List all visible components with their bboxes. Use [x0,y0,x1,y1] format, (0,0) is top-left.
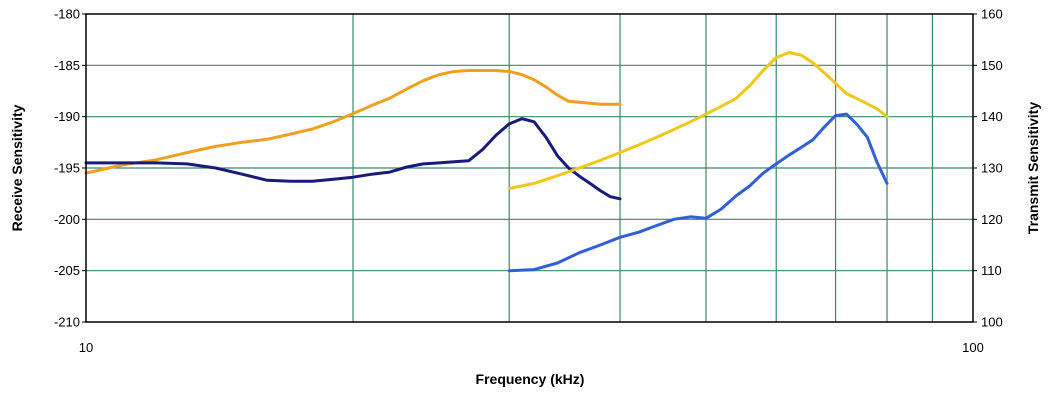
y-left-tick-label: -195 [54,161,80,176]
x-axis-title: Frequency (kHz) [476,371,585,387]
y-left-tick-label: -200 [54,212,80,227]
y-right-tick-label: 130 [981,161,1003,176]
y-left-tick-label: -210 [54,315,80,330]
y-left-tick-label: -185 [54,58,80,73]
series-line-4 [507,112,889,273]
y-left-axis-title: Receive Sensitivity [9,104,25,231]
x-tick-label: 100 [962,340,984,355]
series-line-1 [84,69,622,175]
y-right-axis-title: Transmit Sensitivity [1025,102,1041,234]
tick-layer: -180 -185 -190 -195 -200 -205 -210 10 100 160 150 1… [54,7,1003,356]
x-tick-label: 10 [79,340,93,355]
series-layer [84,51,889,273]
y-right-tick-label: 160 [981,7,1003,22]
y-right-tick-label: 110 [981,263,1002,278]
y-left-tick-label: -180 [54,7,80,22]
y-right-tick-label: 140 [981,109,1003,124]
series-line-3 [507,51,889,190]
y-left-tick-label: -190 [54,109,80,124]
y-right-tick-label: 100 [981,315,1003,330]
y-right-tick-label: 120 [981,212,1003,227]
series-line-2 [84,117,622,201]
y-left-tick-label: -205 [54,263,80,278]
y-right-tick-label: 150 [981,58,1003,73]
